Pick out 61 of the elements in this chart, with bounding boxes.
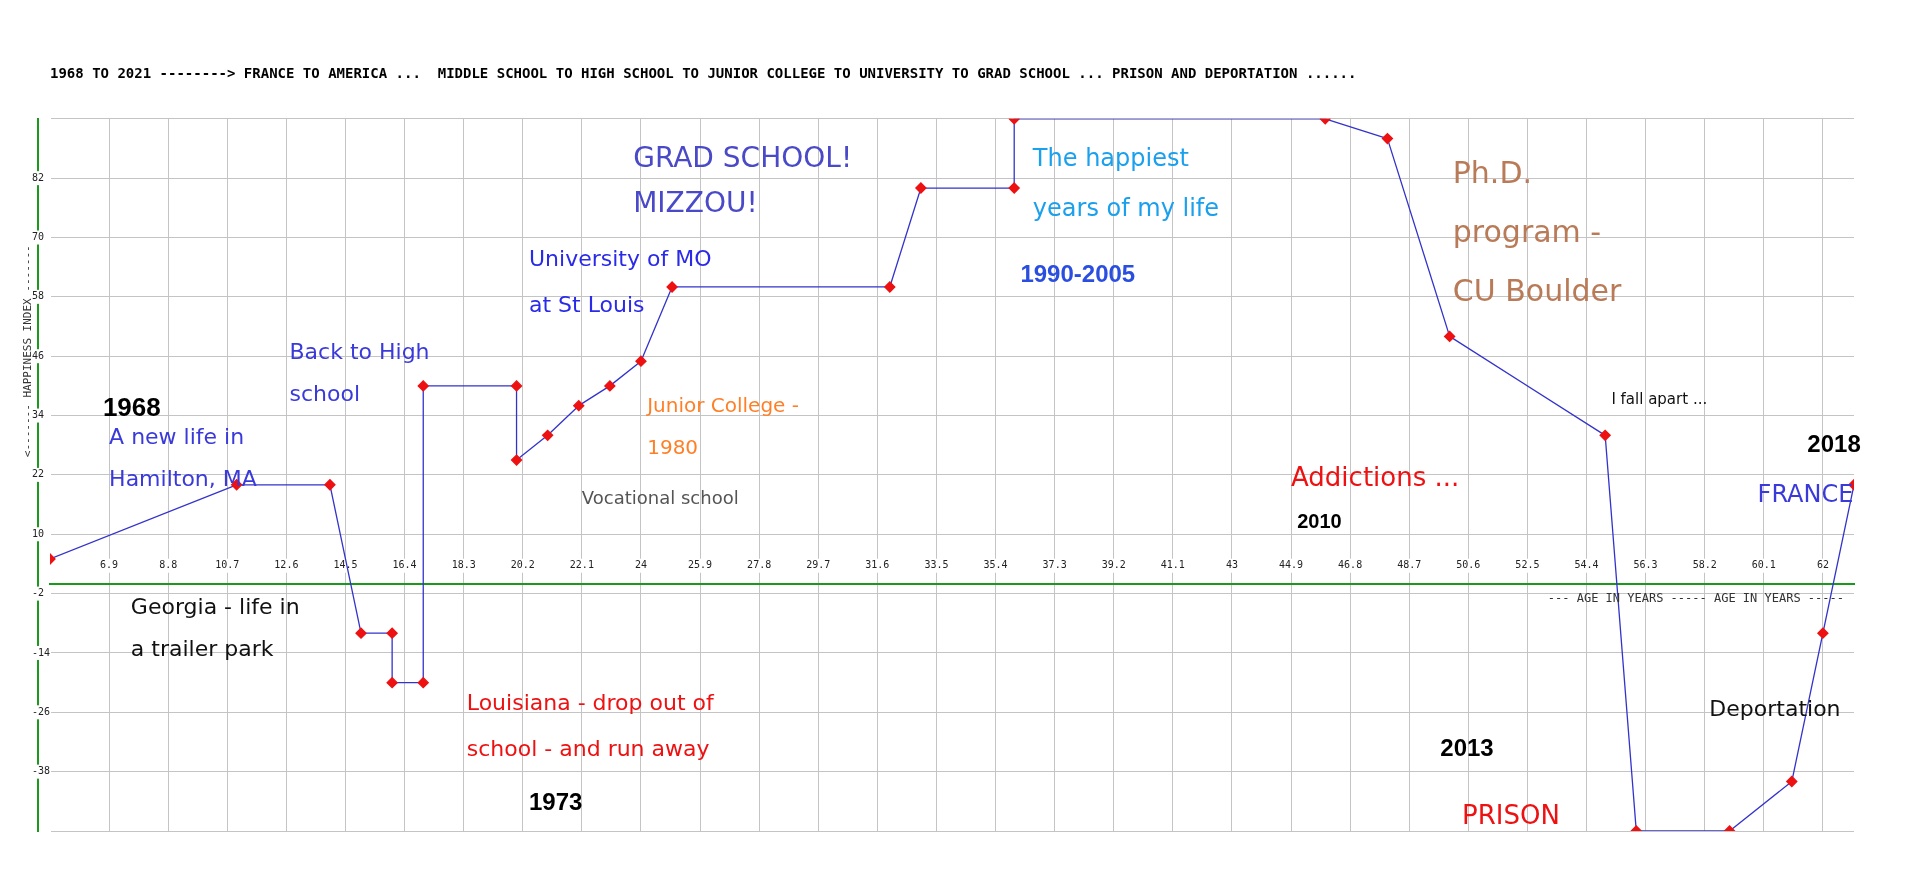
x-tick-label: 44.9: [1278, 559, 1304, 571]
x-tick-label: 48.7: [1397, 559, 1422, 571]
y-tick-label: -2: [32, 587, 45, 599]
x-tick-label: 50.6: [1456, 559, 1481, 571]
x-tick-label: 8.8: [159, 559, 178, 571]
annotation: Ph.D. program - CU Boulder: [1452, 155, 1622, 309]
annotation: FRANCE: [1757, 480, 1854, 509]
annotation: 2013: [1440, 733, 1494, 761]
annotation: Addictions ...: [1291, 462, 1460, 493]
x-tick-label: 18.3: [451, 559, 476, 571]
x-tick-label: 35.4: [983, 559, 1008, 571]
y-tick-label: -14: [32, 646, 51, 658]
x-tick-label: 29.7: [806, 559, 831, 571]
annotation: PRISON: [1462, 800, 1560, 831]
annotation: Georgia - life in a trailer park: [130, 594, 300, 662]
y-tick-label: 82: [32, 171, 45, 183]
x-tick-label: 46.8: [1338, 559, 1363, 571]
x-tick-label: 43: [1225, 559, 1238, 571]
x-tick-label: 39.2: [1101, 559, 1126, 571]
x-tick-label: 10.7: [215, 559, 240, 571]
annotation: 1968: [102, 391, 161, 422]
x-tick-label: 62: [1816, 559, 1829, 571]
y-tick-label: 10: [32, 527, 45, 539]
annotation: 2010: [1297, 510, 1342, 533]
x-tick-label: 33.5: [924, 559, 949, 571]
x-tick-label: 6.9: [100, 559, 119, 571]
y-tick-label: 58: [32, 290, 45, 302]
annotation: 1990-2005: [1020, 260, 1136, 288]
annotation: I fall apart ...: [1611, 389, 1708, 408]
x-tick-label: 60.1: [1751, 559, 1776, 571]
annotation: Vocational school: [581, 486, 739, 508]
x-tick-label: 20.2: [510, 559, 535, 571]
annotation: GRAD SCHOOL! MIZZOU!: [633, 140, 853, 219]
annotation: A new life in Hamilton, MA: [109, 423, 257, 491]
x-tick-label: 58.2: [1692, 559, 1717, 571]
y-tick-label: 46: [32, 349, 45, 361]
chart-title: 1968 TO 2021 --------> FRANCE TO AMERICA ... MIDDLE SCHOOL TO HIGH SCHOOL TO JUNIOR COLLEGE TO UNIVERSITY TO GRAD SCHOOL ... PRISON AND DEPORTATION ......: [50, 65, 1357, 82]
x-tick-label: 16.4: [392, 559, 417, 571]
x-tick-label: 56.3: [1633, 559, 1658, 571]
y-tick-label: -26: [32, 705, 51, 717]
x-tick-label: 54.4: [1574, 559, 1599, 571]
x-tick-label: 24: [634, 559, 647, 571]
y-tick-label: 70: [32, 231, 45, 243]
x-tick-label: 41.1: [1160, 559, 1185, 571]
annotation: 2018: [1807, 430, 1861, 458]
y-tick-label: 34: [32, 409, 45, 421]
x-tick-label: 52.5: [1515, 559, 1540, 571]
annotation: 1973: [528, 787, 583, 815]
annotation: University of MO at St Louis: [528, 246, 712, 318]
x-tick-label: 27.8: [747, 559, 772, 571]
x-tick-label: 31.6: [865, 559, 890, 571]
x-tick-label: 37.3: [1042, 559, 1067, 571]
x-tick-label: 25.9: [688, 559, 713, 571]
annotation: Junior College - 1980: [645, 392, 800, 459]
x-tick-label: 12.6: [274, 559, 299, 571]
x-tick-label: 22.1: [569, 559, 594, 571]
y-tick-label: 22: [32, 468, 45, 480]
annotation: The happiest years of my life: [1031, 143, 1220, 222]
annotation: Back to High school: [289, 338, 430, 406]
annotation: Louisiana - drop out of school - and run away: [466, 689, 715, 761]
y-tick-label: -38: [32, 765, 51, 777]
